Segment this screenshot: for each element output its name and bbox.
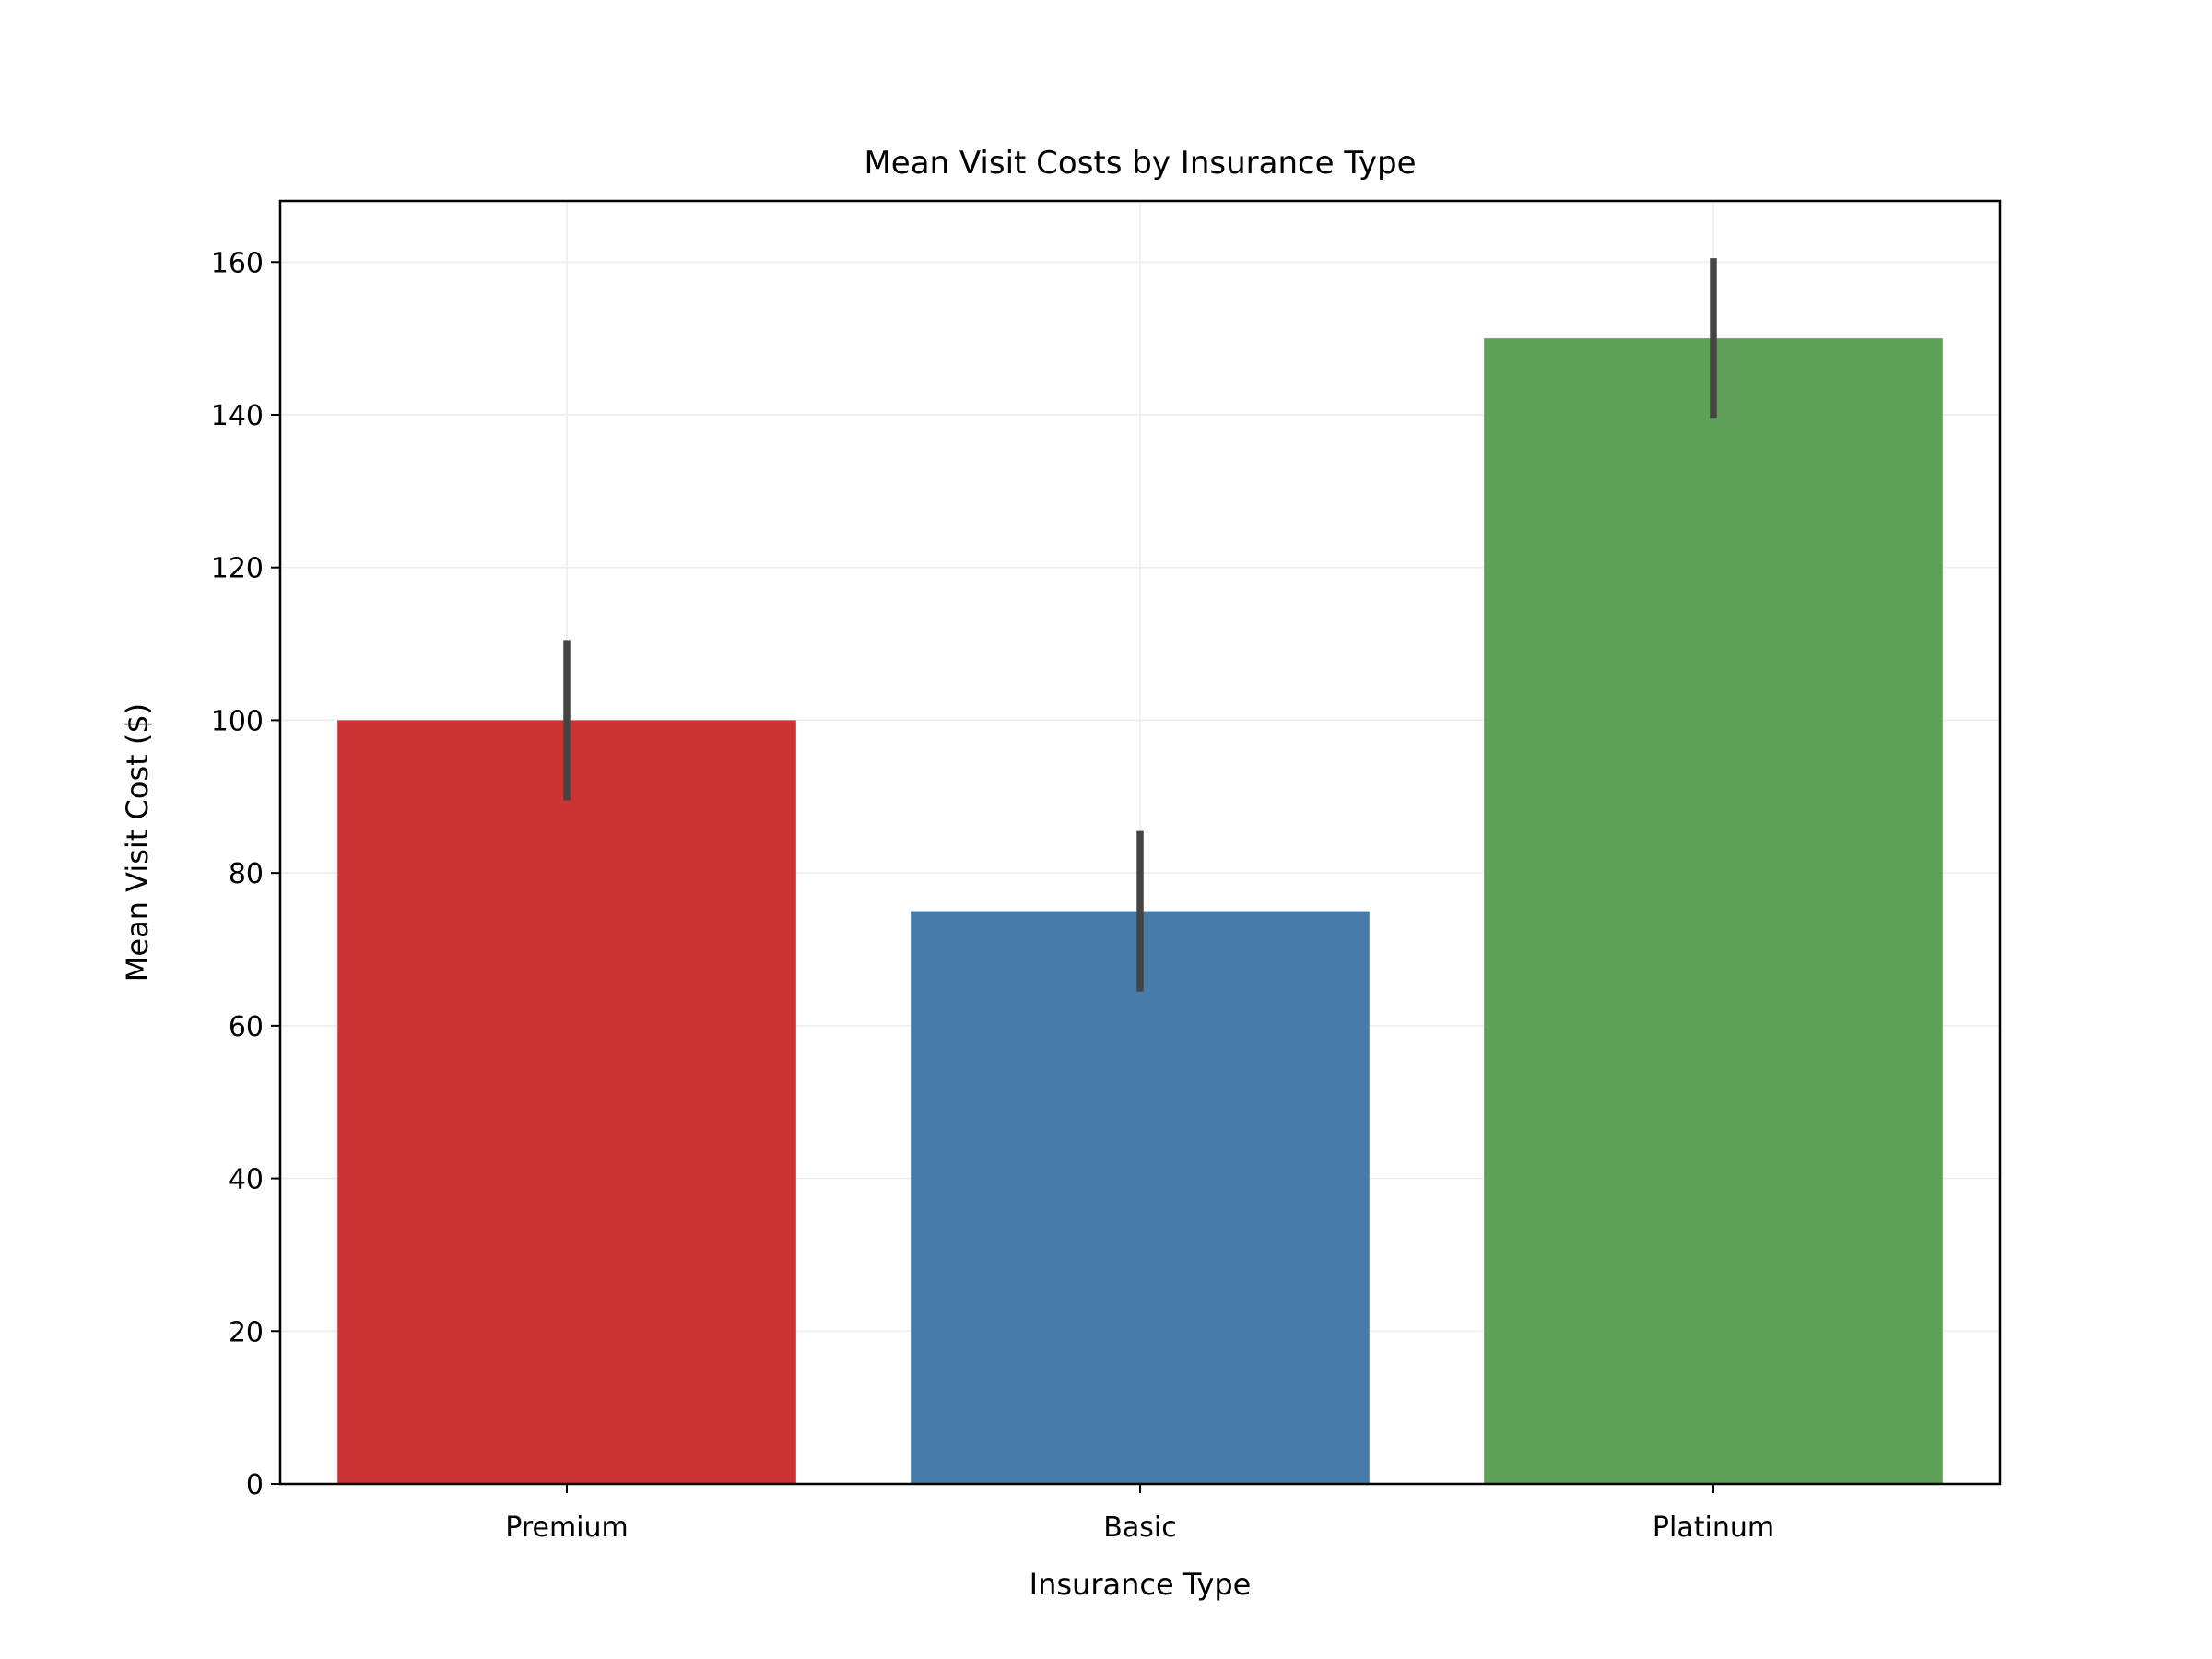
y-tick-label: 60 — [229, 1011, 264, 1043]
bar-platinum — [1484, 338, 1943, 1485]
y-tick-label: 140 — [211, 400, 264, 432]
y-tick-label: 40 — [229, 1164, 264, 1196]
x-tick-label: Platinum — [1653, 1512, 1774, 1544]
y-tick-label: 80 — [229, 858, 264, 890]
chart-title: Mean Visit Costs by Insurance Type — [864, 145, 1416, 182]
y-tick-label: 120 — [211, 553, 264, 585]
bar-premium — [337, 720, 796, 1484]
error-bars — [563, 258, 1717, 992]
y-tick-label: 100 — [211, 705, 264, 737]
ticks: 0 20 40 60 80 100 120 140 160 Premium Basic Platinu… — [211, 247, 1774, 1544]
y-tick-label: 20 — [229, 1316, 264, 1348]
y-axis-label: Mean Visit Cost ($) — [120, 703, 155, 982]
y-tick-label: 0 — [246, 1469, 264, 1501]
x-tick-label: Premium — [505, 1512, 629, 1544]
x-axis-label: Insurance Type — [1030, 1567, 1252, 1602]
x-tick-label: Basic — [1103, 1512, 1176, 1544]
bar-basic — [911, 911, 1370, 1484]
bars — [337, 338, 1943, 1485]
y-tick-label: 160 — [211, 247, 264, 279]
